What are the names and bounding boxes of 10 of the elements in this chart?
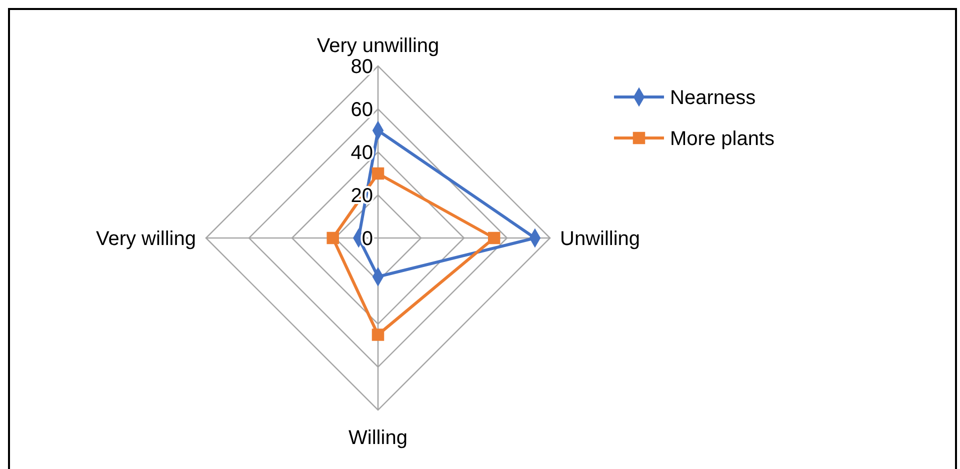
y-tick-label: 60	[350, 99, 373, 121]
y-tick-label: 40	[350, 142, 373, 164]
spoke-label: Unwilling	[560, 228, 640, 250]
y-tick-label: 0	[362, 228, 373, 250]
spoke-label: Very unwilling	[316, 35, 440, 57]
legend-label: Nearness	[670, 87, 756, 109]
spoke-label: Willing	[348, 427, 408, 449]
spoke-label: Very willing	[96, 228, 196, 250]
y-tick-label: 80	[350, 56, 373, 78]
legend-label: More plants	[670, 128, 774, 150]
